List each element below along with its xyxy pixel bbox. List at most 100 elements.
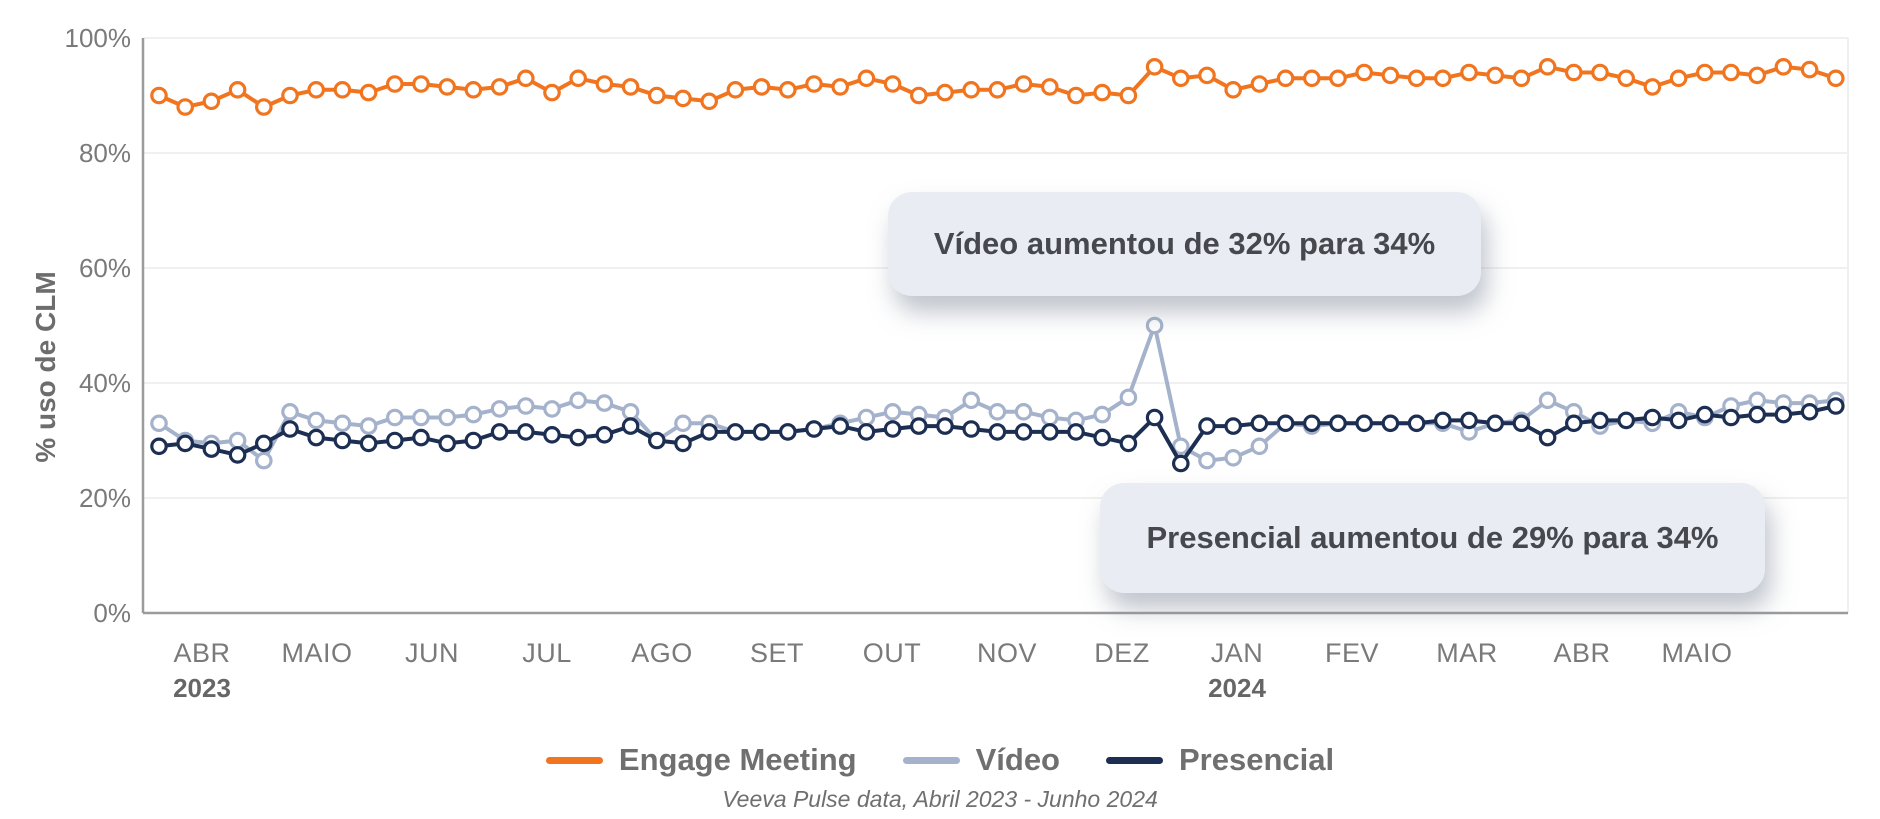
- data-point: [962, 391, 980, 410]
- data-point: [1093, 83, 1111, 102]
- data-point: [1355, 63, 1373, 82]
- presencial-line-swatch: [1106, 756, 1163, 764]
- x-tick-label: DEZ: [1094, 638, 1150, 668]
- y-tick-label: 40%: [79, 368, 131, 398]
- data-point: [1643, 78, 1662, 96]
- data-point: [490, 78, 509, 96]
- video-callout: Vídeo aumentou de 32% para 34%: [888, 192, 1481, 296]
- data-point: [228, 431, 247, 450]
- data-point: [176, 98, 194, 116]
- x-tick-label: JUN: [405, 638, 459, 668]
- data-point: [150, 414, 168, 433]
- data-point: [1276, 69, 1295, 88]
- data-point: [543, 400, 561, 418]
- data-point: [412, 75, 430, 93]
- x-tick-label: SET: [750, 638, 804, 668]
- data-point: [621, 402, 640, 421]
- data-point: [752, 78, 771, 96]
- data-point: [1591, 63, 1609, 82]
- year-label: 2024: [1208, 673, 1266, 703]
- data-point: [1172, 454, 1190, 473]
- data-point: [569, 428, 587, 447]
- data-point: [1145, 316, 1164, 335]
- data-point: [150, 437, 168, 456]
- source-note: Veeva Pulse data, Abril 2023 - Junho 202…: [722, 786, 1158, 812]
- data-point: [1014, 402, 1033, 421]
- data-point: [1696, 63, 1714, 82]
- data-point: [1774, 58, 1793, 76]
- data-point: [805, 75, 823, 93]
- data-point: [1486, 66, 1504, 85]
- data-point: [1119, 434, 1138, 453]
- data-point: [857, 69, 876, 88]
- data-point: [726, 81, 745, 99]
- data-point: [883, 402, 902, 421]
- data-point: [412, 408, 430, 427]
- legend: Engage Meeting Vídeo Presencial: [0, 742, 1880, 778]
- data-point: [805, 420, 823, 438]
- data-point: [228, 81, 247, 99]
- data-point: [1381, 66, 1400, 85]
- data-point: [778, 81, 797, 99]
- data-point: [1565, 63, 1583, 82]
- data-point: [1041, 408, 1059, 427]
- data-point: [726, 423, 745, 441]
- data-point: [438, 408, 456, 427]
- data-point: [228, 446, 247, 464]
- data-point: [1538, 58, 1557, 76]
- data-point: [1407, 69, 1426, 88]
- data-point: [333, 81, 352, 99]
- data-point: [333, 431, 352, 450]
- legend-label-presencial: Presencial: [1179, 742, 1335, 777]
- data-point: [1145, 408, 1164, 427]
- data-point: [385, 408, 404, 427]
- data-point: [1014, 75, 1033, 93]
- data-point: [1224, 417, 1242, 435]
- data-point: [909, 86, 928, 105]
- data-point: [752, 423, 771, 441]
- data-point: [857, 423, 876, 441]
- data-point: [1224, 448, 1242, 467]
- x-tick-label: JAN: [1211, 638, 1264, 668]
- data-point: [254, 434, 273, 453]
- series-video: [150, 316, 1845, 470]
- data-point: [988, 402, 1007, 421]
- data-point: [359, 434, 378, 453]
- data-point: [1774, 405, 1793, 424]
- x-tick-label: FEV: [1325, 638, 1379, 668]
- data-point: [1434, 411, 1452, 430]
- data-point: [202, 92, 221, 111]
- data-point: [1119, 388, 1138, 407]
- data-point: [1407, 414, 1426, 433]
- series-engage-meeting: [150, 58, 1845, 116]
- data-point: [333, 414, 352, 433]
- data-point: [307, 81, 325, 99]
- data-point: [1250, 414, 1269, 433]
- data-point: [359, 417, 378, 435]
- data-point: [516, 423, 535, 441]
- data-point: [202, 440, 221, 458]
- y-axis-title: % uso de CLM: [30, 271, 61, 463]
- data-point: [254, 451, 273, 470]
- data-point: [1696, 405, 1714, 424]
- presencial-callout: Presencial aumentou de 29% para 34%: [1100, 483, 1765, 593]
- data-point: [1067, 86, 1085, 105]
- data-point: [1748, 66, 1766, 85]
- x-tick-label: ABR: [173, 638, 230, 668]
- data-point: [988, 81, 1007, 99]
- data-point: [385, 431, 404, 450]
- data-point: [1591, 411, 1609, 430]
- y-tick-label: 80%: [79, 138, 131, 168]
- data-point: [1303, 69, 1321, 88]
- data-point: [962, 81, 980, 99]
- data-point: [1748, 405, 1766, 424]
- data-point: [1827, 69, 1845, 88]
- x-tick-label: AGO: [631, 638, 693, 668]
- data-point: [595, 394, 614, 412]
- data-point: [1250, 437, 1269, 456]
- data-point: [1643, 408, 1662, 427]
- data-point: [1355, 414, 1373, 433]
- data-point: [936, 417, 954, 435]
- data-point: [1172, 69, 1190, 88]
- data-point: [883, 420, 902, 438]
